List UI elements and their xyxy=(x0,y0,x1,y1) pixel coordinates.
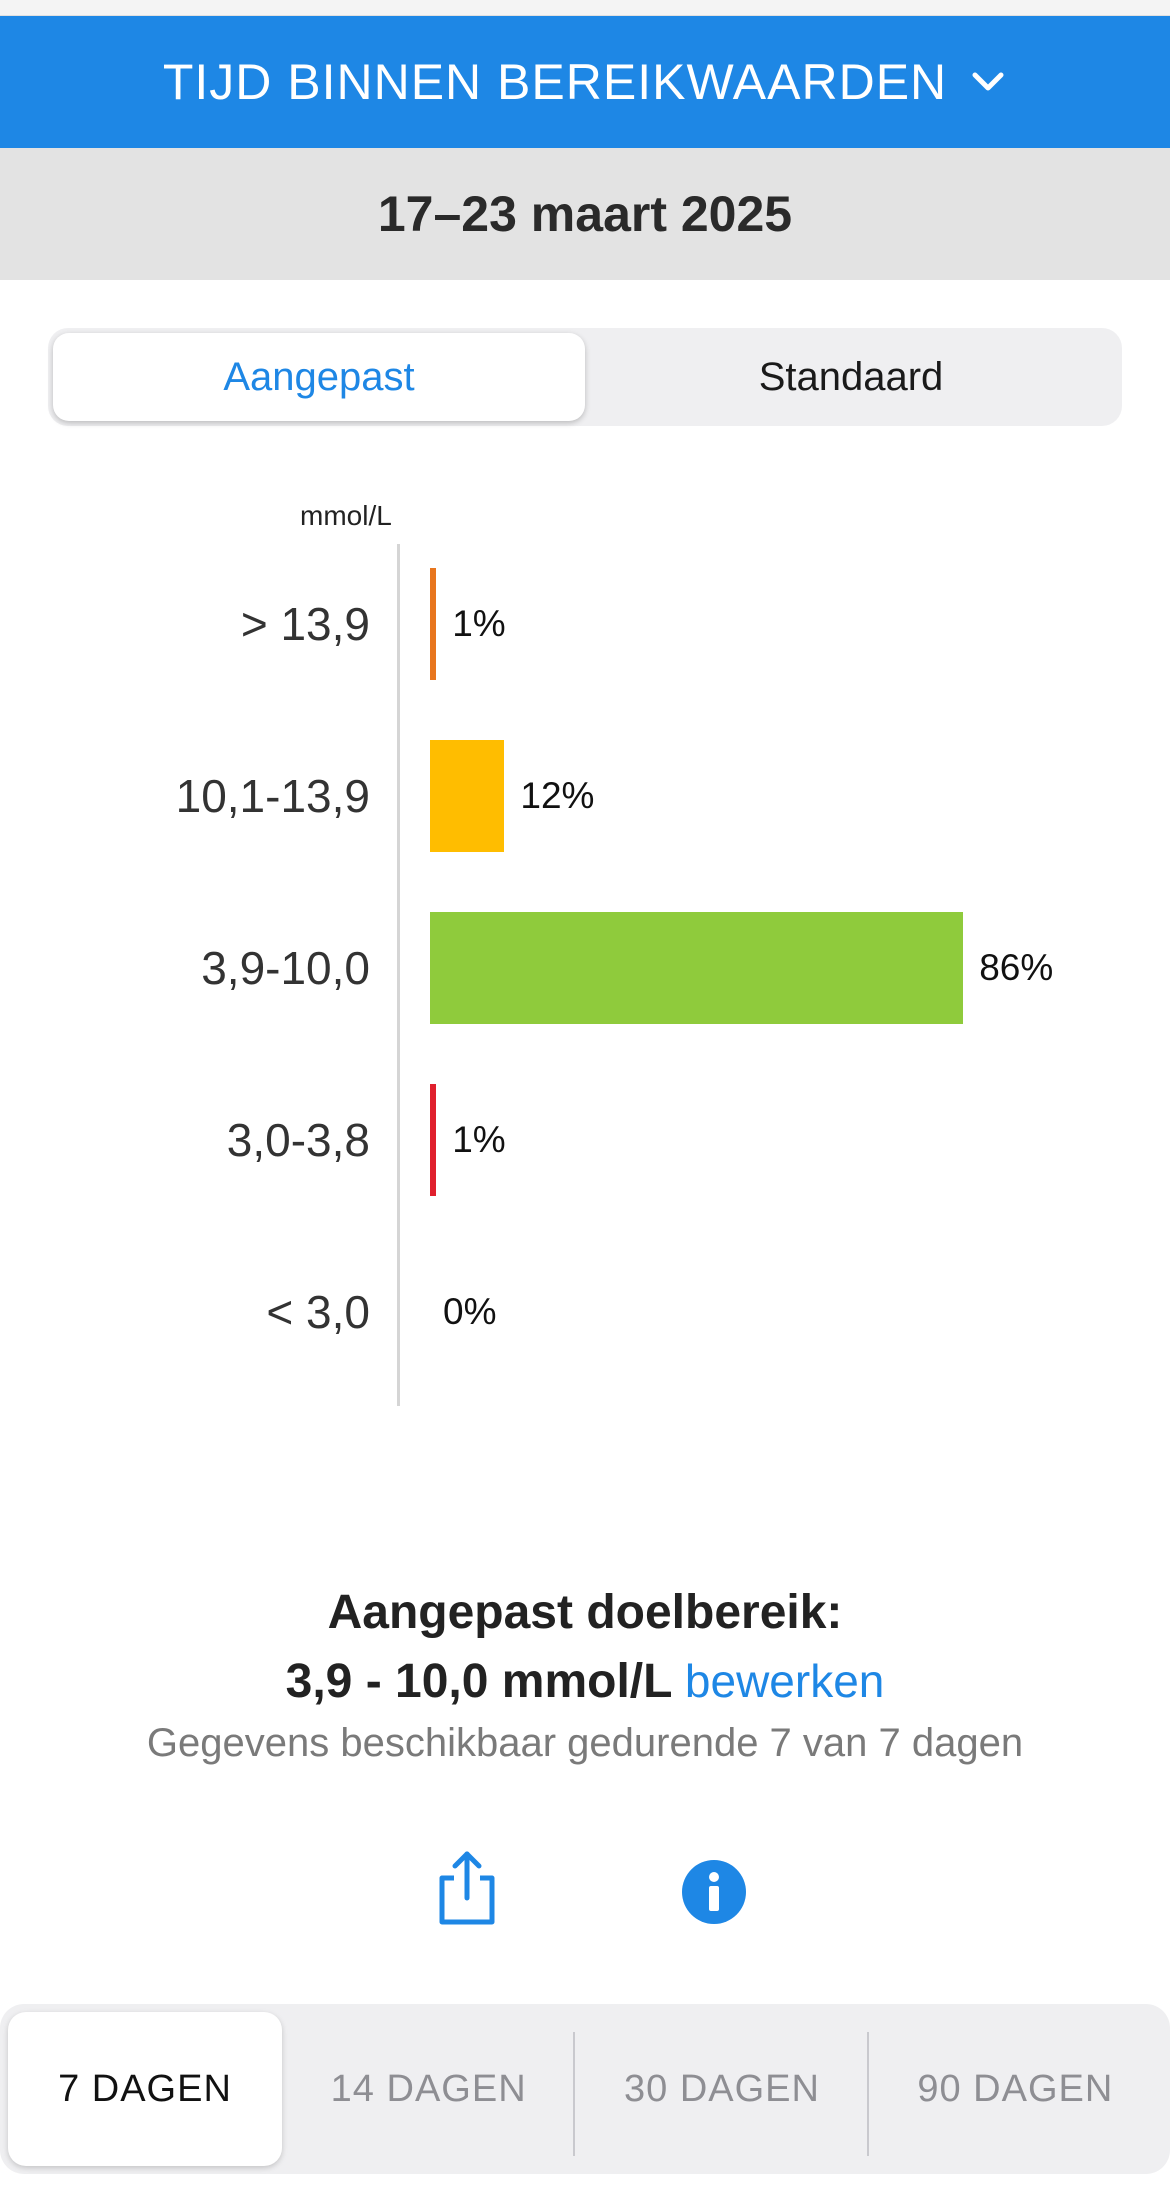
tab-separator xyxy=(866,2032,869,2156)
category-label: 3,0-3,8 xyxy=(226,1114,370,1166)
target-range-segmented-control: Aangepast Standaard xyxy=(48,328,1122,426)
value-label: 1% xyxy=(452,603,506,644)
date-range-bar: 17–23 maart 2025 xyxy=(0,148,1170,280)
value-label: 86% xyxy=(979,947,1054,988)
data-availability: Gegevens beschikbaar gedurende 7 van 7 d… xyxy=(146,1721,1024,1765)
action-icons xyxy=(0,1848,1170,1938)
tab-7-days[interactable]: 7 DAGEN xyxy=(8,2012,282,2166)
unit-label: mmol/L xyxy=(300,500,392,531)
date-range: 17–23 maart 2025 xyxy=(377,186,793,242)
status-strip xyxy=(0,0,1170,16)
info-icon[interactable] xyxy=(682,1860,746,1924)
target-range-value: 3,9 - 10,0 mmol/L xyxy=(285,1655,672,1708)
time-in-range-chart: mmol/L > 13,9 1% 10,1-13,9 12% 3,9-10,0 86% 3,… xyxy=(0,490,1170,1420)
bar-2 xyxy=(430,912,964,1024)
tab-14-days[interactable]: 14 DAGEN xyxy=(282,2012,576,2166)
tab-separator xyxy=(573,2032,576,2156)
chevron-down-icon xyxy=(972,72,1004,91)
edit-link[interactable]: bewerken xyxy=(684,1655,885,1707)
period-tabs: 7 DAGEN 14 DAGEN 30 DAGEN 90 DAGEN xyxy=(0,2004,1170,2174)
category-label: 10,1-13,9 xyxy=(175,770,370,822)
tab-90-days[interactable]: 90 DAGEN xyxy=(917,2067,1114,2110)
bar-3 xyxy=(430,1084,437,1196)
value-label: 1% xyxy=(452,1119,506,1160)
segment-standard[interactable]: Standaard xyxy=(758,354,944,399)
value-label: 0% xyxy=(443,1291,497,1332)
target-range: 3,9 - 10,0 mmol/L bewerken xyxy=(0,1654,1170,1709)
category-label: < 3,0 xyxy=(266,1286,370,1338)
bar-1 xyxy=(430,740,505,852)
segment-custom[interactable]: Aangepast xyxy=(53,333,585,421)
category-label: > 13,9 xyxy=(240,598,370,650)
report-title: TIJD BINNEN BEREIKWAARDEN xyxy=(162,54,948,110)
chart-axis xyxy=(397,544,400,1406)
category-label: 3,9-10,0 xyxy=(201,942,370,994)
value-label: 12% xyxy=(520,775,595,816)
bar-0 xyxy=(430,568,437,680)
share-icon[interactable] xyxy=(432,1848,502,1928)
tab-30-days[interactable]: 30 DAGEN xyxy=(575,2012,869,2166)
report-selector[interactable]: TIJD BINNEN BEREIKWAARDEN xyxy=(0,16,1170,148)
target-title: Aangepast doelbereik: xyxy=(327,1586,843,1639)
target-summary: Aangepast doelbereik: 3,9 - 10,0 mmol/L … xyxy=(0,1585,1170,1766)
